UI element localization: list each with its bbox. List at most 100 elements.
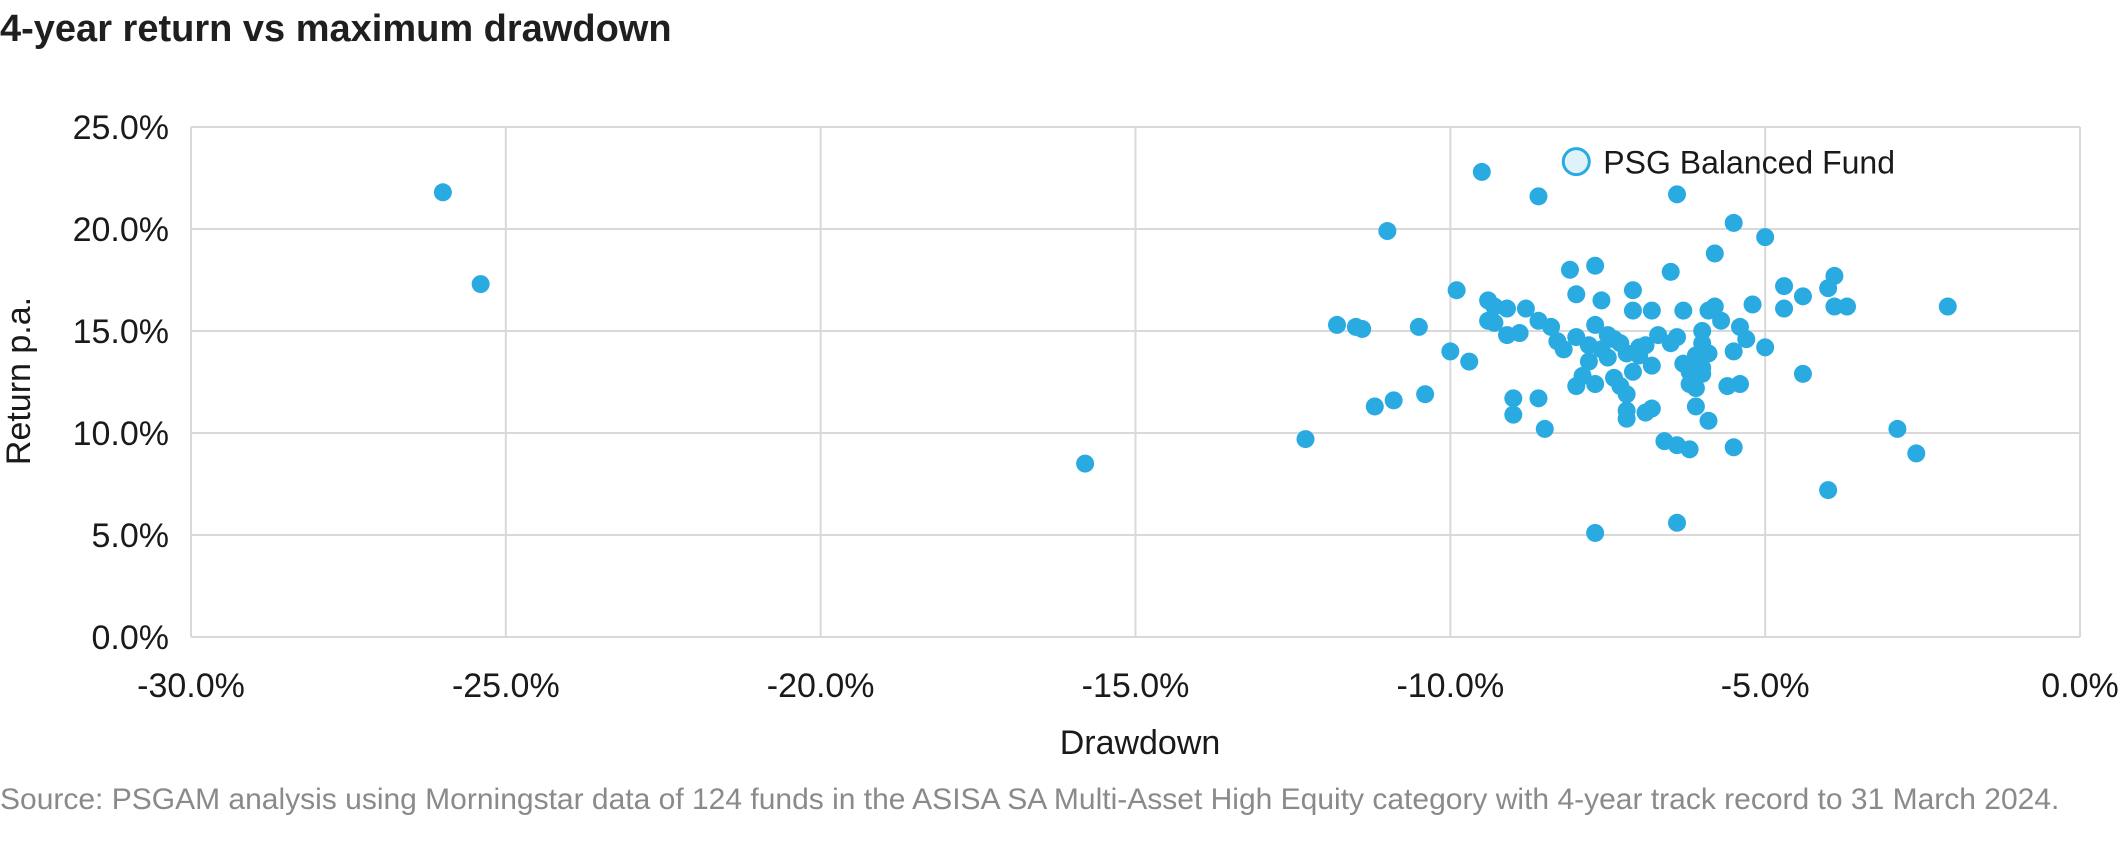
x-tick-label: -30.0%: [137, 667, 245, 705]
highlight-label: PSG Balanced Fund: [1603, 145, 1895, 181]
data-point: [1409, 317, 1428, 336]
x-tick-label: -15.0%: [1082, 667, 1190, 705]
data-point: [1668, 328, 1687, 347]
y-tick-label: 10.0%: [73, 415, 169, 453]
data-point: [1699, 344, 1718, 363]
data-point: [1712, 311, 1731, 330]
data-point: [471, 275, 490, 294]
data-point: [1724, 342, 1743, 361]
data-point: [1693, 364, 1712, 383]
data-point: [1296, 430, 1315, 449]
data-point: [1535, 419, 1554, 438]
data-point: [1623, 362, 1642, 381]
data-point: [1756, 338, 1775, 357]
data-point: [1705, 297, 1724, 316]
data-point: [1598, 348, 1617, 367]
data-point: [1365, 397, 1384, 416]
x-tick-label: -20.0%: [767, 667, 875, 705]
y-tick-label: 5.0%: [92, 517, 170, 555]
data-points: [433, 162, 1957, 542]
data-point: [1460, 352, 1479, 371]
data-point: [1661, 262, 1680, 281]
data-point: [1775, 299, 1794, 318]
data-point: [1353, 319, 1372, 338]
data-point: [1756, 228, 1775, 247]
data-point: [433, 183, 452, 202]
data-point: [1416, 385, 1435, 404]
y-tick-label: 15.0%: [73, 313, 169, 351]
data-point: [1793, 364, 1812, 383]
data-point: [1472, 162, 1491, 181]
data-point: [1907, 444, 1926, 463]
axis-tick-labels: 0.0% 5.0% 10.0% 15.0% 20.0% 25.0% -30.0% -25.0%…: [73, 109, 2119, 705]
data-point: [1378, 222, 1397, 241]
data-point: [1642, 356, 1661, 375]
highlight-group: PSG Balanced Fund: [1561, 145, 1895, 181]
data-point: [1592, 291, 1611, 310]
source-note: Source: PSGAM analysis using Morningstar…: [0, 783, 2060, 816]
data-point: [1504, 405, 1523, 424]
data-point: [1384, 391, 1403, 410]
data-point: [1825, 297, 1844, 316]
data-point: [1623, 301, 1642, 320]
scatter-chart: 0.0% 5.0% 10.0% 15.0% 20.0% 25.0% -30.0% -25.0%…: [0, 109, 2119, 762]
y-tick-label: 20.0%: [73, 211, 169, 249]
x-tick-label: 0.0%: [2041, 667, 2119, 705]
data-point: [1586, 375, 1605, 394]
x-tick-label: -10.0%: [1396, 667, 1504, 705]
data-point: [1623, 281, 1642, 300]
data-point: [1617, 385, 1636, 404]
data-point: [1447, 281, 1466, 300]
data-point: [1819, 481, 1838, 500]
x-tick-label: -5.0%: [1721, 667, 1810, 705]
data-point: [1560, 260, 1579, 279]
data-point: [1586, 523, 1605, 542]
data-point: [1498, 299, 1517, 318]
x-axis-label: Drawdown: [1060, 724, 1221, 762]
data-point: [1686, 397, 1705, 416]
data-point: [1529, 187, 1548, 206]
data-point: [1579, 352, 1598, 371]
y-tick-label: 25.0%: [73, 109, 169, 147]
data-point: [1529, 389, 1548, 408]
data-point: [1724, 213, 1743, 232]
highlight-point: [1561, 147, 1591, 177]
data-point: [1686, 379, 1705, 398]
data-point: [1542, 317, 1561, 336]
data-point: [1504, 389, 1523, 408]
data-point: [1793, 287, 1812, 306]
y-axis-label: Return p.a.: [0, 297, 38, 465]
data-point: [1680, 440, 1699, 459]
data-point: [1636, 336, 1655, 355]
data-point: [1724, 438, 1743, 457]
data-point: [1938, 297, 1957, 316]
data-point: [1674, 301, 1693, 320]
data-point: [1510, 324, 1529, 343]
data-point: [1730, 375, 1749, 394]
data-point: [1825, 266, 1844, 285]
data-point: [1642, 399, 1661, 418]
y-tick-label: 0.0%: [92, 619, 170, 657]
data-point: [1668, 185, 1687, 204]
data-point: [1441, 342, 1460, 361]
data-point: [1327, 315, 1346, 334]
grid-lines: [190, 126, 2081, 638]
chart-title: 4-year return vs maximum drawdown: [0, 8, 672, 50]
data-point: [1567, 285, 1586, 304]
data-point: [1617, 409, 1636, 428]
data-point: [1076, 454, 1095, 473]
data-point: [1668, 513, 1687, 532]
data-point: [1699, 411, 1718, 430]
data-point: [1737, 330, 1756, 349]
x-tick-label: -25.0%: [452, 667, 560, 705]
data-point: [1743, 295, 1762, 314]
data-point: [1838, 297, 1857, 316]
data-point: [1586, 256, 1605, 275]
data-point: [1554, 340, 1573, 359]
data-point: [1485, 313, 1504, 332]
data-point: [1705, 244, 1724, 263]
data-point: [1888, 419, 1907, 438]
data-point: [1516, 299, 1535, 318]
data-point: [1642, 301, 1661, 320]
data-point: [1775, 277, 1794, 296]
